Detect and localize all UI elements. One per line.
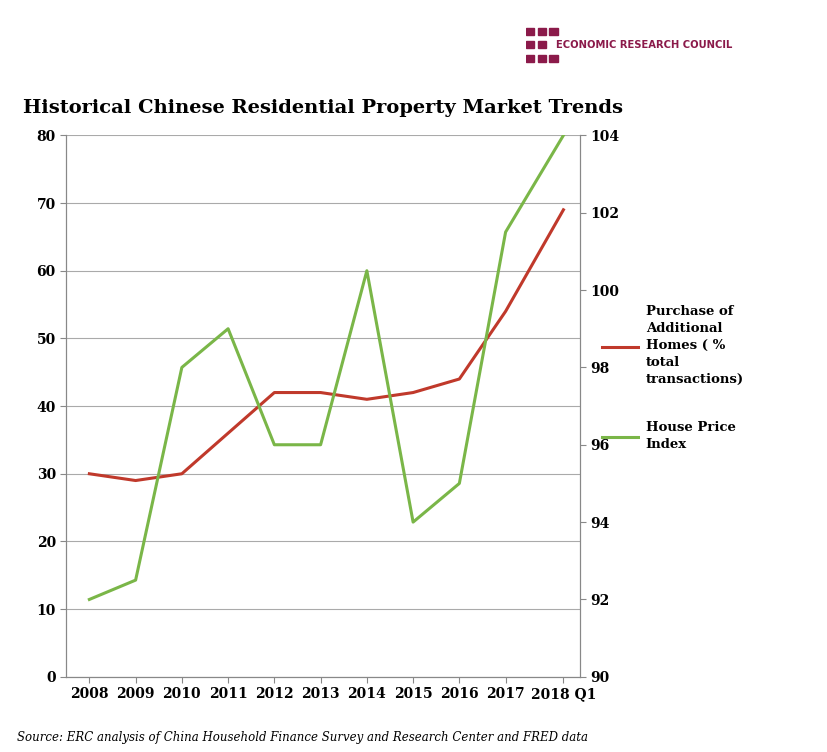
Bar <box>549 55 557 62</box>
Text: Historical Chinese Residential Property Market Trends: Historical Chinese Residential Property … <box>23 99 622 117</box>
Bar <box>537 41 546 48</box>
Bar <box>549 28 557 35</box>
Text: Source: ERC analysis of China Household Finance Survey and Research Center and F: Source: ERC analysis of China Household … <box>17 732 587 744</box>
Text: Purchase of
Additional
Homes ( %
total
transactions): Purchase of Additional Homes ( % total t… <box>645 305 743 387</box>
Bar <box>537 28 546 35</box>
Bar <box>537 55 546 62</box>
Text: ECONOMIC RESEARCH COUNCIL: ECONOMIC RESEARCH COUNCIL <box>555 40 731 50</box>
Text: House Price
Index: House Price Index <box>645 421 735 451</box>
Bar <box>525 41 533 48</box>
Bar <box>525 28 533 35</box>
Bar <box>525 55 533 62</box>
